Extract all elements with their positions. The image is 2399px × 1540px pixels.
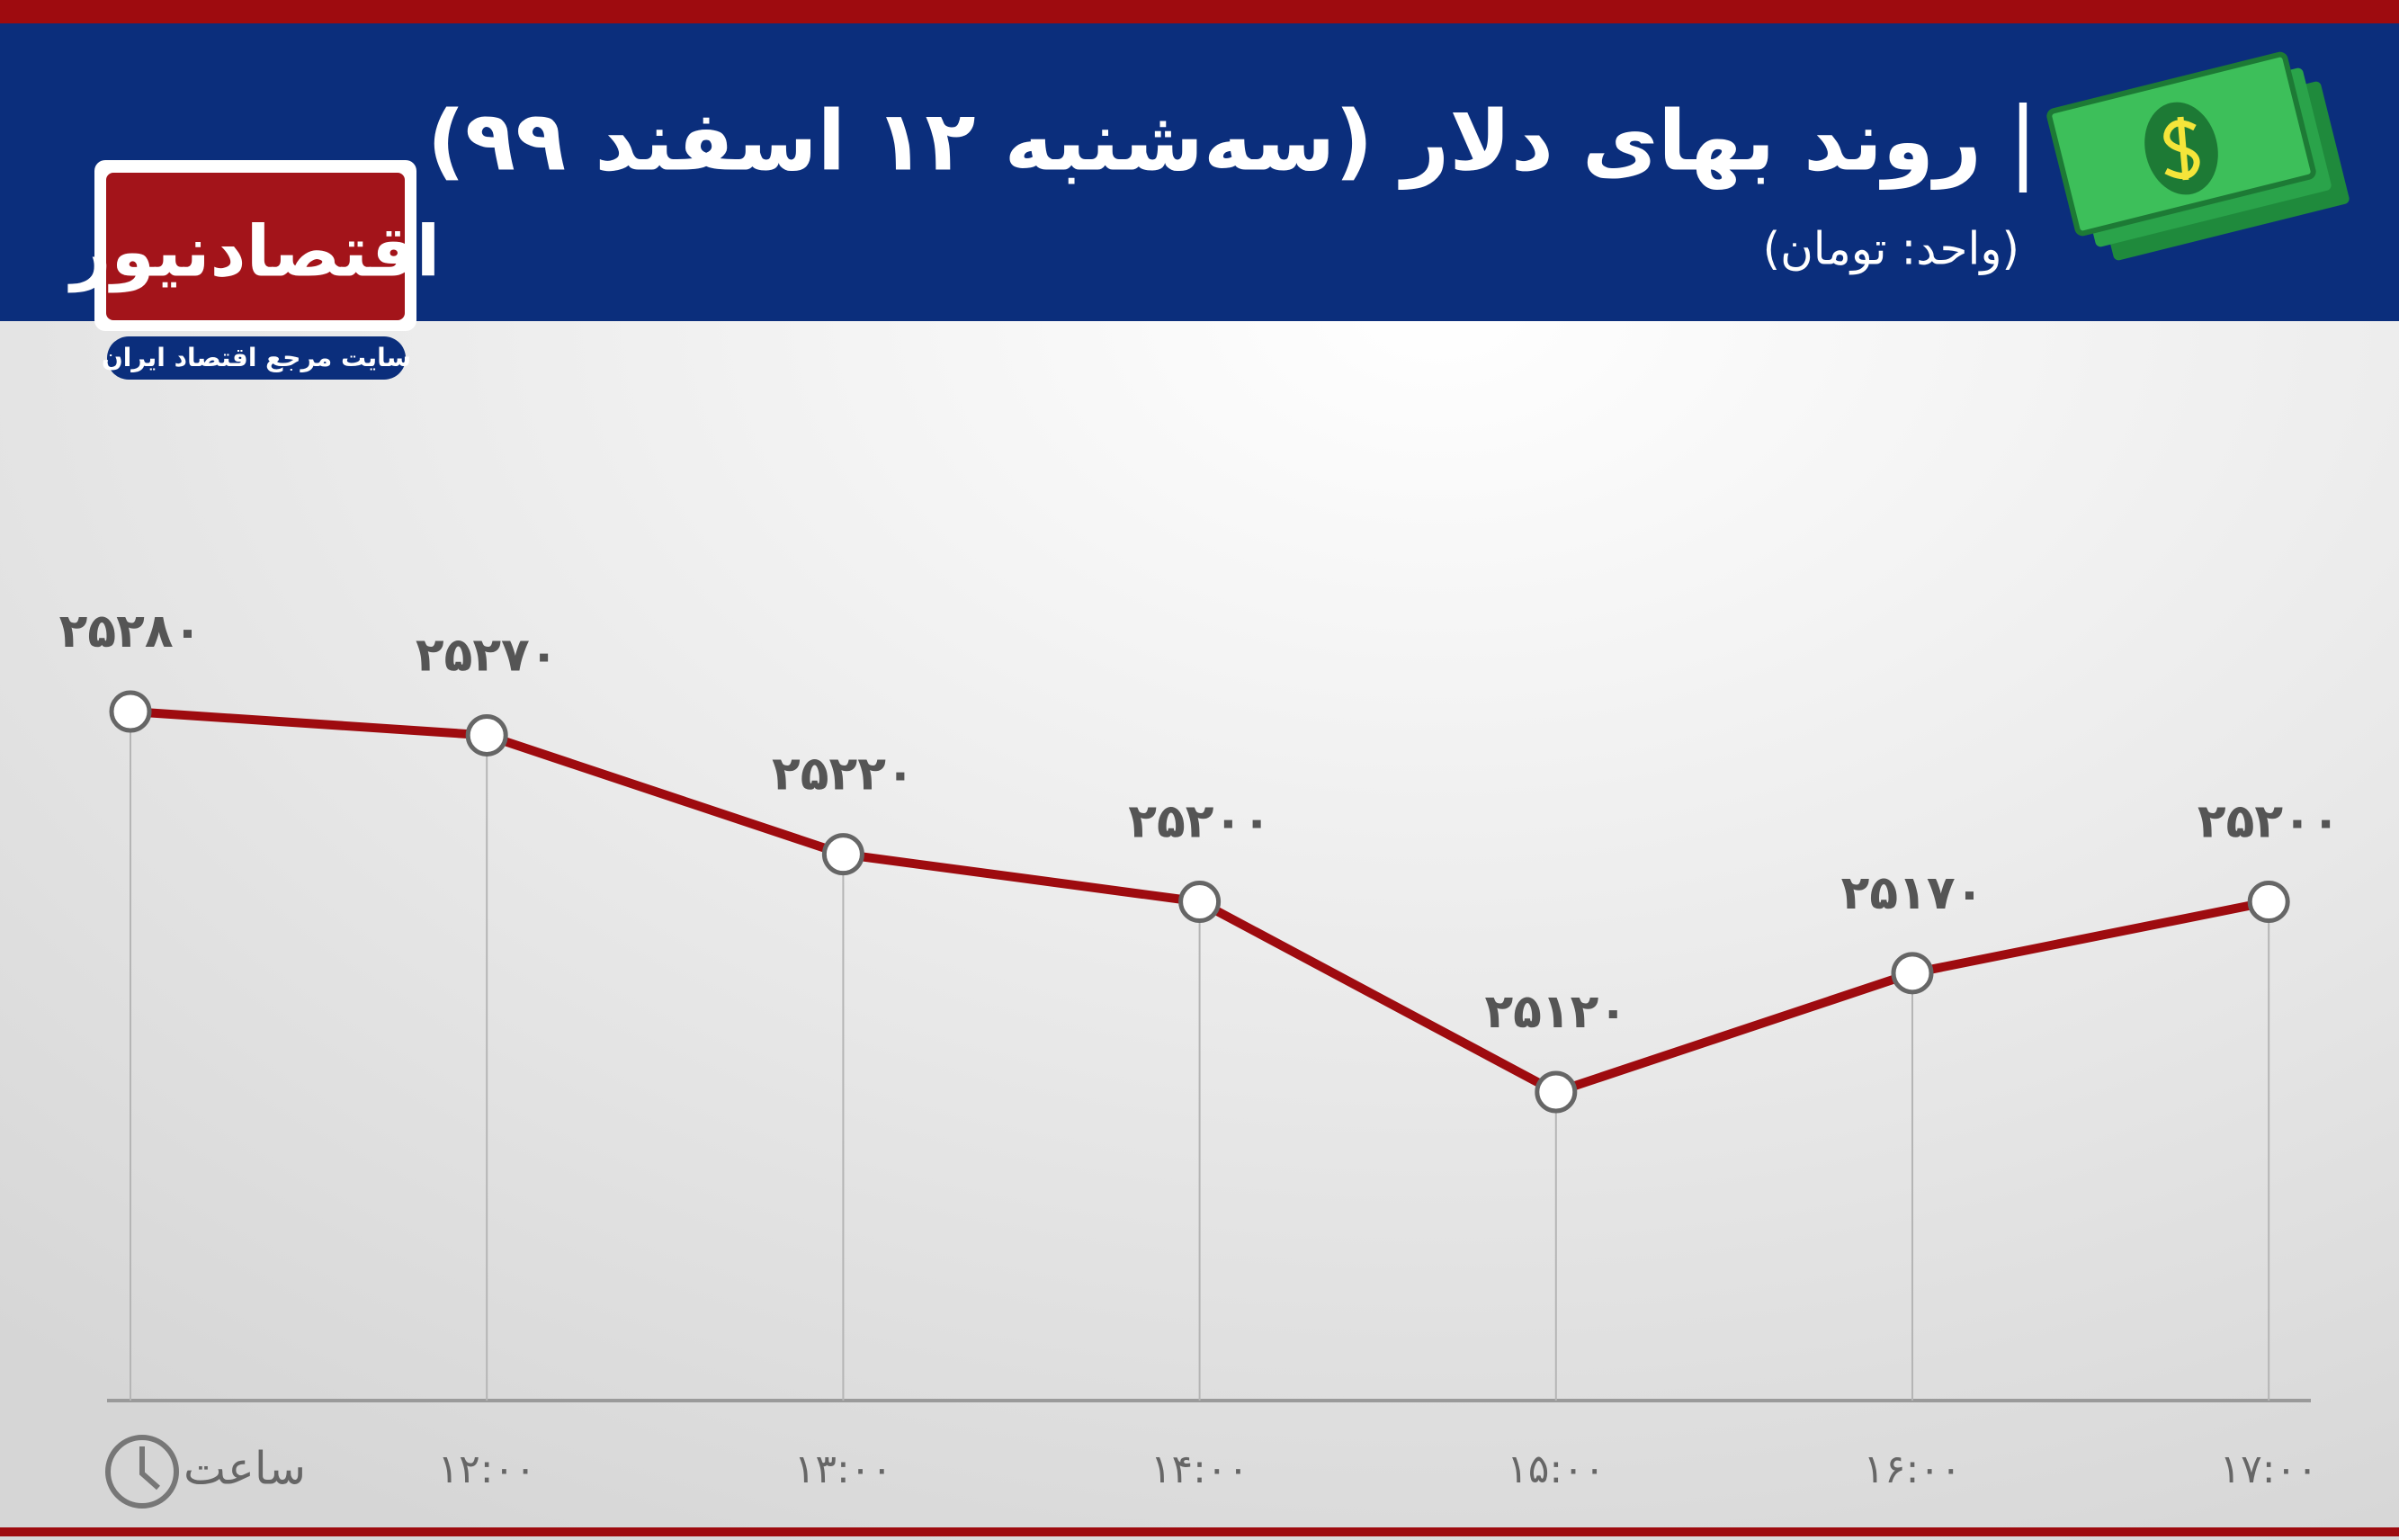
value-label: ۲۵۲۰۰ xyxy=(2198,795,2341,849)
logo-inner xyxy=(106,173,405,320)
bottom-strip xyxy=(0,1527,2399,1536)
x-tick-label: ۱۷:۰۰ xyxy=(2220,1446,2318,1492)
chart-title: روند بهای دلار (سه‌شنبه ۱۲ اسفند ۹۹) xyxy=(427,93,1982,190)
point xyxy=(821,833,864,876)
chart-subtitle: (واحد: تومان) xyxy=(1763,223,2019,276)
money-icon xyxy=(2046,51,2350,261)
logo-name: اقتصادنیوز xyxy=(67,211,441,292)
value-label: ۲۵۲۲۰ xyxy=(772,748,915,801)
x-tick-label: ۱۵:۰۰ xyxy=(1507,1446,1605,1492)
logo-tagline: سایت مرجع اقتصاد ایران xyxy=(102,343,411,372)
point xyxy=(465,713,508,757)
value-label: ۲۵۲۰۰ xyxy=(1128,795,1271,849)
title-bar: | xyxy=(2008,87,2038,192)
point xyxy=(1535,1070,1578,1114)
value-label: ۲۵۱۷۰ xyxy=(1841,866,1984,920)
clock-icon xyxy=(105,1435,179,1509)
x-tick-label: ۱۴:۰۰ xyxy=(1150,1446,1249,1492)
point xyxy=(2247,881,2290,923)
value-label: ۲۵۱۲۰ xyxy=(1484,985,1627,1039)
logo-tagline-pill xyxy=(107,336,406,380)
top-strip xyxy=(0,0,2399,23)
value-label: ۲۵۲۸۰ xyxy=(59,604,202,658)
point xyxy=(1178,881,1222,923)
x-tick-label: ۱۶:۰۰ xyxy=(1863,1446,1961,1492)
point xyxy=(109,690,152,733)
x-tick-label: ۱۳:۰۰ xyxy=(794,1446,892,1492)
value-label: ۲۵۲۷۰ xyxy=(416,628,559,682)
x-axis-label: ساعت xyxy=(184,1443,306,1495)
x-tick-label: ۱۲:۰۰ xyxy=(438,1446,536,1492)
point xyxy=(1891,952,1934,995)
